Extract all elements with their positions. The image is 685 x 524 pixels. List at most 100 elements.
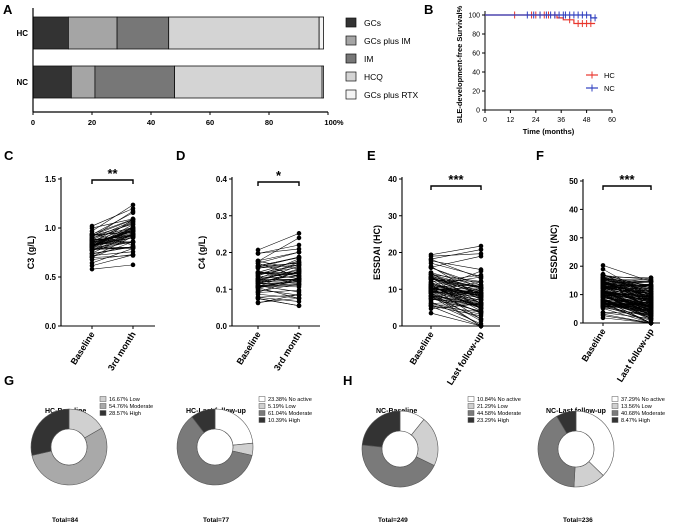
panel-label-d: D [176,148,185,163]
pair-line [602,287,652,300]
pair-line [257,278,300,284]
pair-line [257,280,300,288]
donut-legend-label: 40.68% Moderate [621,411,665,417]
followup-point [296,254,302,260]
a-legend: GCs GCs plus IM IM HCQ GCs plus RTX [345,17,418,100]
followup-point [296,299,302,304]
a-legend-label: GCs [364,18,381,28]
pair-line [430,249,482,260]
pair-line [430,295,482,327]
baseline-point [255,294,261,300]
pair-line [430,253,482,257]
pair-line [430,295,482,313]
donut-legend-label: 23.29% High [477,418,509,424]
baseline-point [428,252,434,258]
pair-line [602,317,652,324]
followup-point [478,251,484,257]
a-legend-swatch [345,35,357,46]
x-category-label: 3rd month [106,330,138,373]
pair-line [91,255,134,258]
pair-line [257,269,300,281]
panel-b-survival: 0 20 40 60 80 100 0 12 24 36 48 60 Time (months) SLE-… [455,5,616,136]
y-tick-label: 10 [569,291,578,300]
significance-bracket [91,179,134,184]
baseline-point [255,300,261,306]
y-tick-label: 50 [569,177,578,186]
followup-point [296,231,302,236]
followup-point [478,274,484,279]
donut-legend-swatch [258,410,266,416]
followup-point [296,278,302,284]
pair-line [430,274,482,283]
pair-line [257,262,300,269]
b-y-tick-label: 40 [472,70,480,77]
pair-line [91,264,134,270]
y-axis-title: C3 (g/L) [26,236,36,270]
donut-legend-label: 23.38% No active [268,397,312,403]
baseline-point [89,223,95,229]
pair-line [257,271,300,284]
followup-point [478,267,484,272]
donut-legend-label: 10.39% High [268,418,300,424]
y-tick-label: 0.1 [216,285,228,294]
a-x-tick-label: 0 [31,118,35,127]
pair-line [91,247,134,250]
x-category-label: Baseline [235,330,263,367]
y-tick-label: 1.0 [45,224,57,233]
donut-hole [50,428,88,466]
donut-legend-swatch [467,417,475,423]
pair-line [430,295,482,305]
b-y-tick-label: 60 [472,51,480,58]
pair-line [602,280,652,304]
followup-point [130,202,136,208]
panel-label-f: F [536,148,544,163]
pair-line [602,293,652,311]
pair-line [91,227,134,242]
pair-line [257,262,300,267]
y-tick-label: 0 [574,319,579,328]
pair-line [91,210,134,238]
x-category-label: Last follow-up [615,326,656,383]
pair-line [91,234,134,248]
y-tick-label: 0.0 [216,322,228,331]
a-bar-segment-hc-2 [116,16,170,50]
pair-line [257,251,300,262]
followup-point [648,304,654,310]
panel-e-essdai-hc: 0 10 20 30 40 ESSDAI (HC) Baseline Last follow-… [372,172,500,387]
donut-legend-swatch [99,403,107,409]
donut-legend-label: 16.67% Low [109,397,141,403]
baseline-point [600,306,606,311]
pair-line [430,262,482,277]
baseline-point [600,263,606,268]
followup-point [296,249,302,255]
baseline-point [428,257,434,262]
y-tick-label: 0 [393,322,398,331]
followup-point [130,242,136,248]
pair-line [91,248,134,264]
pair-line [602,279,652,293]
pair-line [430,276,482,286]
b-legend-label: HC [604,71,615,80]
significance-stars: * [276,168,282,183]
baseline-point [89,254,95,260]
x-category-label: Baseline [580,327,608,364]
pair-line [257,248,300,254]
pair-line [602,281,652,299]
pair-line [257,287,300,299]
followup-point [648,279,654,285]
followup-point [648,294,654,300]
followup-point [478,285,484,291]
a-bar-segment-nc-3 [174,65,323,99]
donut-legend-label: 28.57% High [109,411,141,417]
panel-label-e: E [367,148,376,163]
pair-line [602,285,652,293]
followup-point [296,267,302,273]
pair-line [257,256,300,268]
pair-line [257,289,300,296]
significance-bracket [257,181,300,186]
b-x-tick-label: 60 [608,117,616,124]
pair-line [257,267,300,275]
followup-point [478,305,484,311]
